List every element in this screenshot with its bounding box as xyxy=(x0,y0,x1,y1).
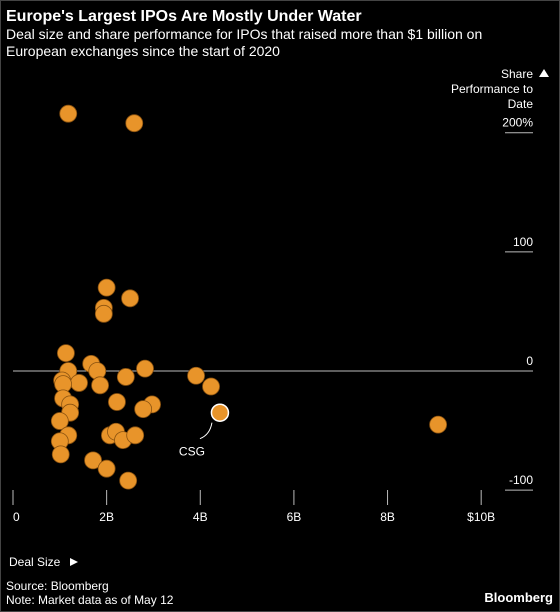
data-point xyxy=(429,415,448,434)
data-point xyxy=(91,376,109,395)
x-tick-label: 4B xyxy=(193,510,208,524)
source: Source: Bloomberg xyxy=(6,579,109,593)
y-axis-title: Performance to xyxy=(451,82,533,96)
data-point xyxy=(119,471,138,490)
data-point xyxy=(134,400,153,419)
x-tick-label: 2B xyxy=(99,510,114,524)
data-point xyxy=(84,451,102,470)
subtitle: European exchanges since the start of 20… xyxy=(6,43,280,59)
data-point xyxy=(108,393,126,411)
y-tick-label: 100 xyxy=(513,235,533,249)
data-point xyxy=(125,114,144,133)
annotation-arrow xyxy=(199,422,213,440)
data-point xyxy=(126,426,145,445)
data-point xyxy=(187,366,205,385)
data-point xyxy=(97,459,116,478)
data-point xyxy=(97,278,116,297)
x-tick-label: 0 xyxy=(13,510,20,524)
data-point xyxy=(94,304,113,323)
data-point xyxy=(59,104,78,123)
data-point xyxy=(121,289,139,308)
data-point xyxy=(57,344,75,363)
data-point xyxy=(136,359,154,378)
x-tick-label: $10B xyxy=(467,510,495,524)
y-axis-title: Date xyxy=(508,97,534,111)
note: Note: Market data as of May 12 xyxy=(6,593,174,607)
chart-title: Europe's Largest IPOs Are Mostly Under W… xyxy=(6,8,362,25)
data-point xyxy=(202,377,220,396)
x-tick-label: 8B xyxy=(380,510,395,524)
subtitle: Deal size and share performance for IPOs… xyxy=(6,26,482,42)
y-tick-label: 200% xyxy=(502,116,533,130)
data-point xyxy=(51,445,70,464)
y-axis-title: Share xyxy=(501,67,533,81)
data-point xyxy=(70,374,88,392)
x-tick-label: 6B xyxy=(287,510,302,524)
data-point xyxy=(116,368,135,386)
brand: Bloomberg xyxy=(484,590,553,605)
data-point xyxy=(210,403,230,422)
annotation: CSG xyxy=(179,445,205,459)
arrow-icon xyxy=(70,558,78,566)
x-axis-title: Deal Size xyxy=(9,555,61,569)
y-tick-label: 0 xyxy=(526,354,533,368)
data-point xyxy=(50,412,69,430)
arrow-icon xyxy=(539,69,549,77)
y-tick-label: -100 xyxy=(509,473,533,487)
